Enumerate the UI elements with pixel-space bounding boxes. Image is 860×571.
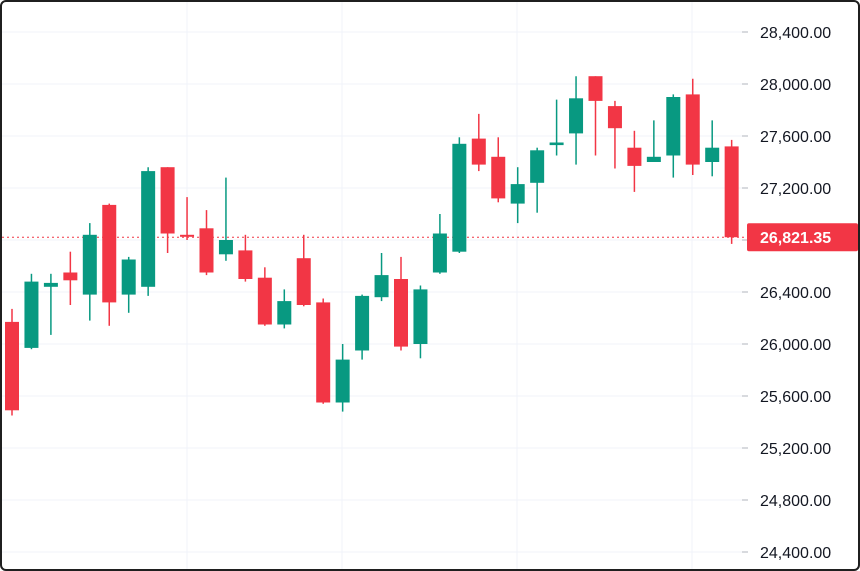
candle-body — [335, 359, 350, 403]
y-tick-label: 28,400.00 — [760, 25, 831, 42]
candle[interactable] — [432, 214, 447, 274]
candle-body — [296, 258, 311, 305]
candle[interactable] — [530, 147, 545, 213]
candle[interactable] — [24, 273, 39, 350]
last-price-badge — [747, 223, 858, 252]
candle[interactable] — [607, 100, 622, 169]
candle-body — [413, 289, 428, 344]
candle-body — [160, 167, 175, 234]
candle[interactable] — [569, 76, 584, 165]
candle[interactable] — [646, 120, 661, 162]
y-tick-label: 28,000.00 — [760, 77, 831, 94]
candle-body — [432, 233, 447, 273]
candle-body — [277, 301, 292, 325]
candle-body — [452, 143, 467, 252]
candles — [5, 76, 739, 416]
candle-body — [102, 204, 117, 303]
price-axis[interactable]: 28,400.00 28,000.00 27,600.00 27,200.00 26,8… — [742, 25, 831, 562]
candle[interactable] — [724, 139, 739, 244]
candle-body — [569, 98, 584, 134]
candle[interactable] — [180, 197, 195, 240]
candle[interactable] — [141, 167, 156, 296]
candle[interactable] — [218, 177, 233, 261]
candle[interactable] — [82, 223, 97, 321]
candle[interactable] — [63, 251, 78, 305]
candle[interactable] — [627, 130, 642, 192]
candle[interactable] — [335, 344, 350, 412]
candle[interactable] — [666, 94, 681, 178]
candle[interactable] — [43, 273, 58, 335]
candle[interactable] — [491, 137, 506, 203]
candle-body — [43, 282, 58, 287]
candle[interactable] — [316, 298, 331, 404]
candle[interactable] — [549, 99, 564, 156]
candle-body — [316, 302, 331, 403]
y-tick-label: 24,400.00 — [760, 545, 831, 562]
candle-body — [607, 106, 622, 129]
candle-body — [257, 277, 272, 325]
candle[interactable] — [160, 167, 175, 253]
candle-body — [355, 295, 370, 351]
candle[interactable] — [705, 120, 720, 177]
candle-body — [705, 147, 720, 162]
candle[interactable] — [257, 267, 272, 326]
candle[interactable] — [510, 167, 525, 224]
candle-body — [724, 146, 739, 238]
candle[interactable] — [102, 203, 117, 326]
candle[interactable] — [5, 308, 19, 416]
candle[interactable] — [685, 78, 700, 175]
candle-body — [549, 142, 564, 146]
y-tick-label: 26,000.00 — [760, 337, 831, 354]
candle-body — [588, 76, 603, 101]
candle[interactable] — [452, 137, 467, 253]
candle-body — [24, 281, 39, 348]
candle-body — [627, 147, 642, 166]
candle[interactable] — [277, 289, 292, 329]
y-tick-label: 24,800.00 — [760, 493, 831, 510]
y-tick-label: 27,600.00 — [760, 129, 831, 146]
candle-body — [666, 97, 681, 156]
candle-body — [374, 275, 389, 298]
candle-body — [5, 321, 19, 411]
candle[interactable] — [355, 294, 370, 360]
candle-body — [199, 228, 214, 273]
candle[interactable] — [238, 234, 253, 282]
y-tick-label: 27,200.00 — [760, 181, 831, 198]
candle-body — [141, 171, 156, 287]
candle[interactable] — [588, 76, 603, 156]
candle-body — [510, 184, 525, 204]
candle-body — [646, 156, 661, 162]
last-price-tag: 26,821.35 — [747, 223, 858, 252]
candle-body — [121, 259, 136, 295]
y-tick-label: 25,600.00 — [760, 389, 831, 406]
candle-body — [491, 156, 506, 199]
candle-body — [685, 94, 700, 165]
candle-body — [82, 234, 97, 295]
candle[interactable] — [471, 113, 486, 172]
y-tick-label: 26,400.00 — [760, 285, 831, 302]
candle-body — [63, 272, 78, 281]
candle[interactable] — [374, 253, 389, 302]
candle-body — [530, 150, 545, 183]
last-price-value: 26,821.35 — [760, 230, 831, 247]
candle-body — [180, 234, 195, 237]
candle[interactable] — [413, 285, 428, 359]
candle-body — [394, 279, 408, 347]
candle[interactable] — [394, 256, 408, 351]
candle[interactable] — [199, 210, 214, 276]
candle-body — [471, 138, 486, 165]
candle-body — [218, 240, 233, 255]
candle[interactable] — [296, 234, 311, 307]
candle-body — [238, 250, 253, 279]
candle[interactable] — [121, 256, 136, 313]
y-tick-label: 25,200.00 — [760, 441, 831, 458]
